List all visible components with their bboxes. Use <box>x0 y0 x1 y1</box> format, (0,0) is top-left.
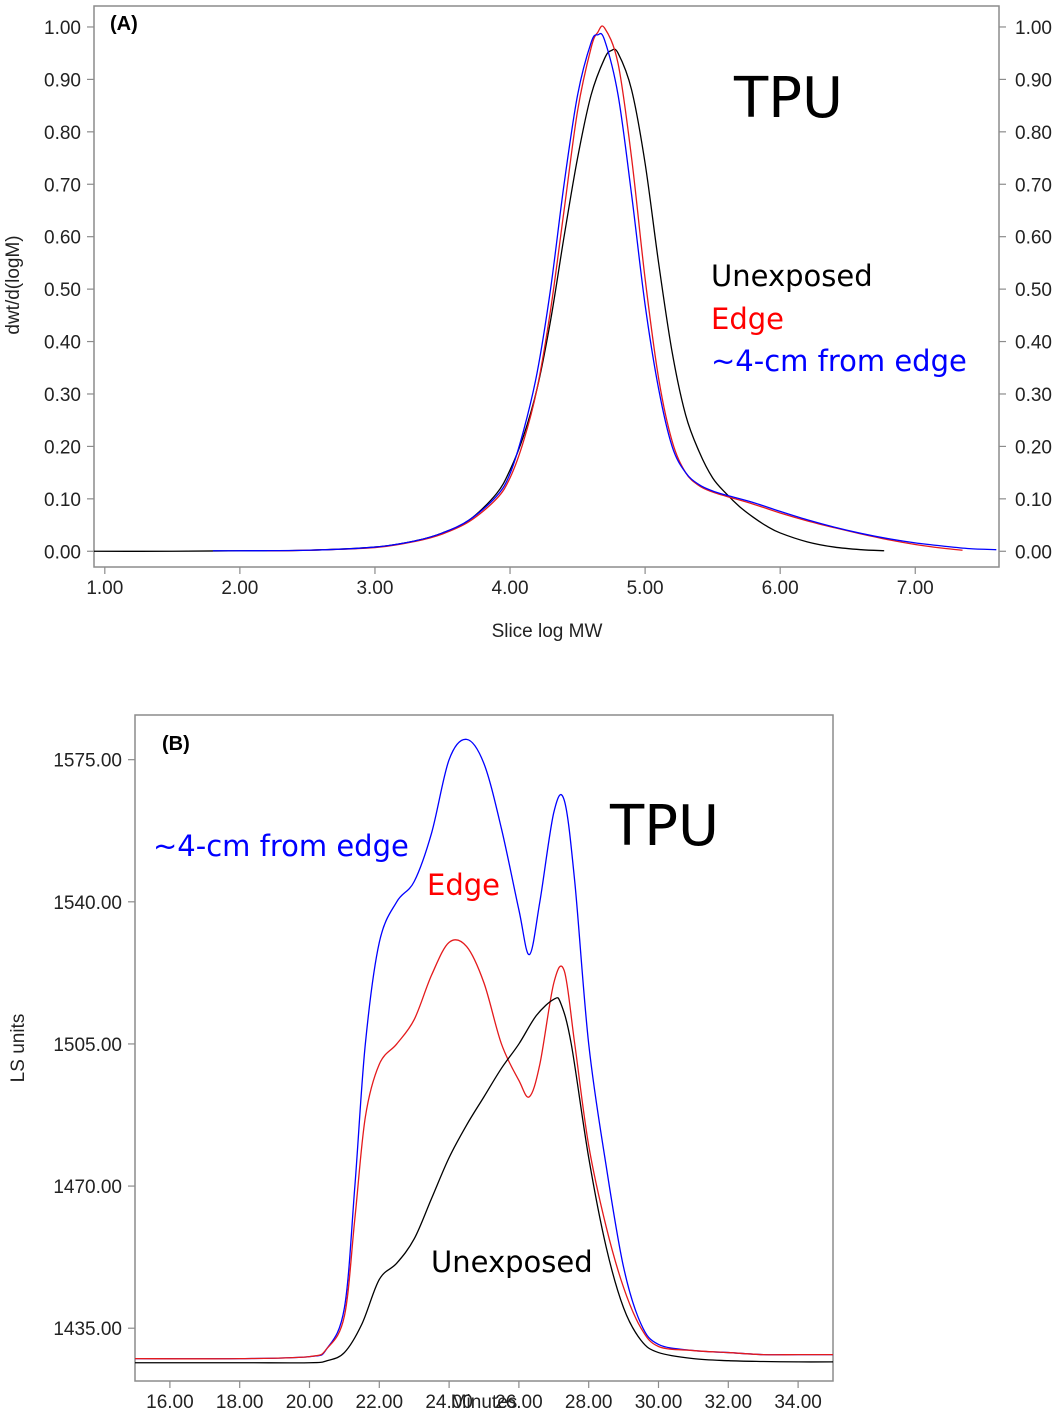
a-series-edge <box>266 25 963 552</box>
a-x-tick-label: 1.00 <box>86 578 123 599</box>
a-x-tick-label: 5.00 <box>627 578 664 599</box>
panel-b-ticks <box>128 759 799 1388</box>
a-x-tick-label: 4.00 <box>492 578 529 599</box>
b-x-tick-label: 26.00 <box>495 1392 543 1411</box>
a-right-y-tick-label: 0.00 <box>1015 542 1052 563</box>
b-series-unexposed <box>135 997 834 1364</box>
b-x-tick-label: 28.00 <box>565 1392 613 1411</box>
b-x-tick-label: 16.00 <box>146 1392 194 1411</box>
b-x-tick-label: 18.00 <box>216 1392 264 1411</box>
b-x-tick-label: 24.00 <box>425 1392 473 1411</box>
panel-a-ticks <box>87 26 1006 574</box>
a-y-tick-label: 0.30 <box>44 385 81 406</box>
a-y-tick-label: 0.90 <box>44 70 81 91</box>
panel-b-plot-frame <box>134 714 834 1382</box>
a-right-y-tick-label: 0.30 <box>1015 385 1052 406</box>
a-right-y-tick-label: 0.40 <box>1015 333 1052 354</box>
panel-b-label: (B) <box>162 733 190 755</box>
a-right-y-tick-label: 0.60 <box>1015 228 1052 249</box>
b-y-tick-label: 1470.00 <box>53 1177 122 1198</box>
a-right-y-tick-label: 0.50 <box>1015 280 1052 301</box>
panel-b-tick-labels: 16.00 18.00 20.00 22.00 24.00 26.00 28.00 30.00… <box>53 751 822 1411</box>
a-y-tick-label: 0.20 <box>44 437 81 458</box>
panel-a-plot-frame <box>93 5 1000 568</box>
panel-a-chart: 1.00 2.00 3.00 4.00 5.00 6.00 7.00 0.00 0.00 0.10… <box>3 5 1052 642</box>
b-y-tick-label: 1575.00 <box>53 751 122 772</box>
a-x-tick-label: 3.00 <box>356 578 393 599</box>
panel-b-legend-4cm: ~4-cm from edge <box>153 829 409 863</box>
panel-a-x-axis-label: Slice log MW <box>492 621 603 642</box>
a-y-tick-label: 0.70 <box>44 175 81 196</box>
b-x-tick-label: 30.00 <box>635 1392 683 1411</box>
a-y-tick-label: 0.80 <box>44 123 81 144</box>
panel-b-chart: 16.00 18.00 20.00 22.00 24.00 26.00 28.00 30.00… <box>8 714 834 1411</box>
b-x-tick-label: 32.00 <box>705 1392 753 1411</box>
panel-b-y-axis-label: LS units <box>8 1014 29 1083</box>
a-right-y-tick-label: 0.70 <box>1015 175 1052 196</box>
panel-a-tick-labels: 1.00 2.00 3.00 4.00 5.00 6.00 7.00 0.00 0.00 0.10… <box>44 18 1052 599</box>
panel-a-legend-unexposed: Unexposed <box>711 259 873 293</box>
a-series-4-cm-from-edge <box>212 32 997 552</box>
panel-a-legend-edge: Edge <box>711 302 784 336</box>
a-y-tick-label: 0.00 <box>44 542 81 563</box>
panel-a-legend-4cm: ~4-cm from edge <box>711 344 967 378</box>
panel-a-label: (A) <box>110 13 138 35</box>
a-x-tick-label: 2.00 <box>221 578 258 599</box>
panel-b-legend-edge: Edge <box>427 868 500 902</box>
a-y-tick-label: 0.10 <box>44 490 81 511</box>
a-y-tick-label: 0.40 <box>44 333 81 354</box>
panel-a-title: TPU <box>733 66 843 131</box>
a-right-y-tick-label: 0.90 <box>1015 70 1052 91</box>
panel-b-legend-unexposed: Unexposed <box>431 1245 593 1279</box>
a-y-tick-label: 1.00 <box>44 18 81 39</box>
b-series-4-cm-from-edge <box>134 738 833 1360</box>
a-right-y-tick-label: 0.20 <box>1015 437 1052 458</box>
panel-a-y-axis-label: dwt/d(logM) <box>3 235 24 334</box>
b-y-tick-label: 1435.00 <box>53 1319 122 1340</box>
a-right-y-tick-label: 1.00 <box>1015 18 1052 39</box>
b-x-tick-label: 34.00 <box>774 1392 822 1411</box>
panel-b-lines <box>134 738 834 1364</box>
a-right-y-tick-label: 0.80 <box>1015 123 1052 144</box>
a-y-tick-label: 0.50 <box>44 280 81 301</box>
panel-b-x-axis-label: Minutes <box>451 1392 518 1411</box>
b-x-tick-label: 22.00 <box>356 1392 404 1411</box>
panel-a-lines <box>93 25 997 552</box>
b-y-tick-label: 1540.00 <box>53 893 122 914</box>
b-series-edge <box>134 939 833 1360</box>
a-x-tick-label: 6.00 <box>762 578 799 599</box>
a-x-tick-label: 7.00 <box>897 578 934 599</box>
b-y-tick-label: 1505.00 <box>53 1035 122 1056</box>
a-y-tick-label: 0.60 <box>44 228 81 249</box>
a-right-y-tick-label: 0.10 <box>1015 490 1052 511</box>
b-x-tick-label: 20.00 <box>286 1392 334 1411</box>
panel-b-title: TPU <box>609 794 719 859</box>
